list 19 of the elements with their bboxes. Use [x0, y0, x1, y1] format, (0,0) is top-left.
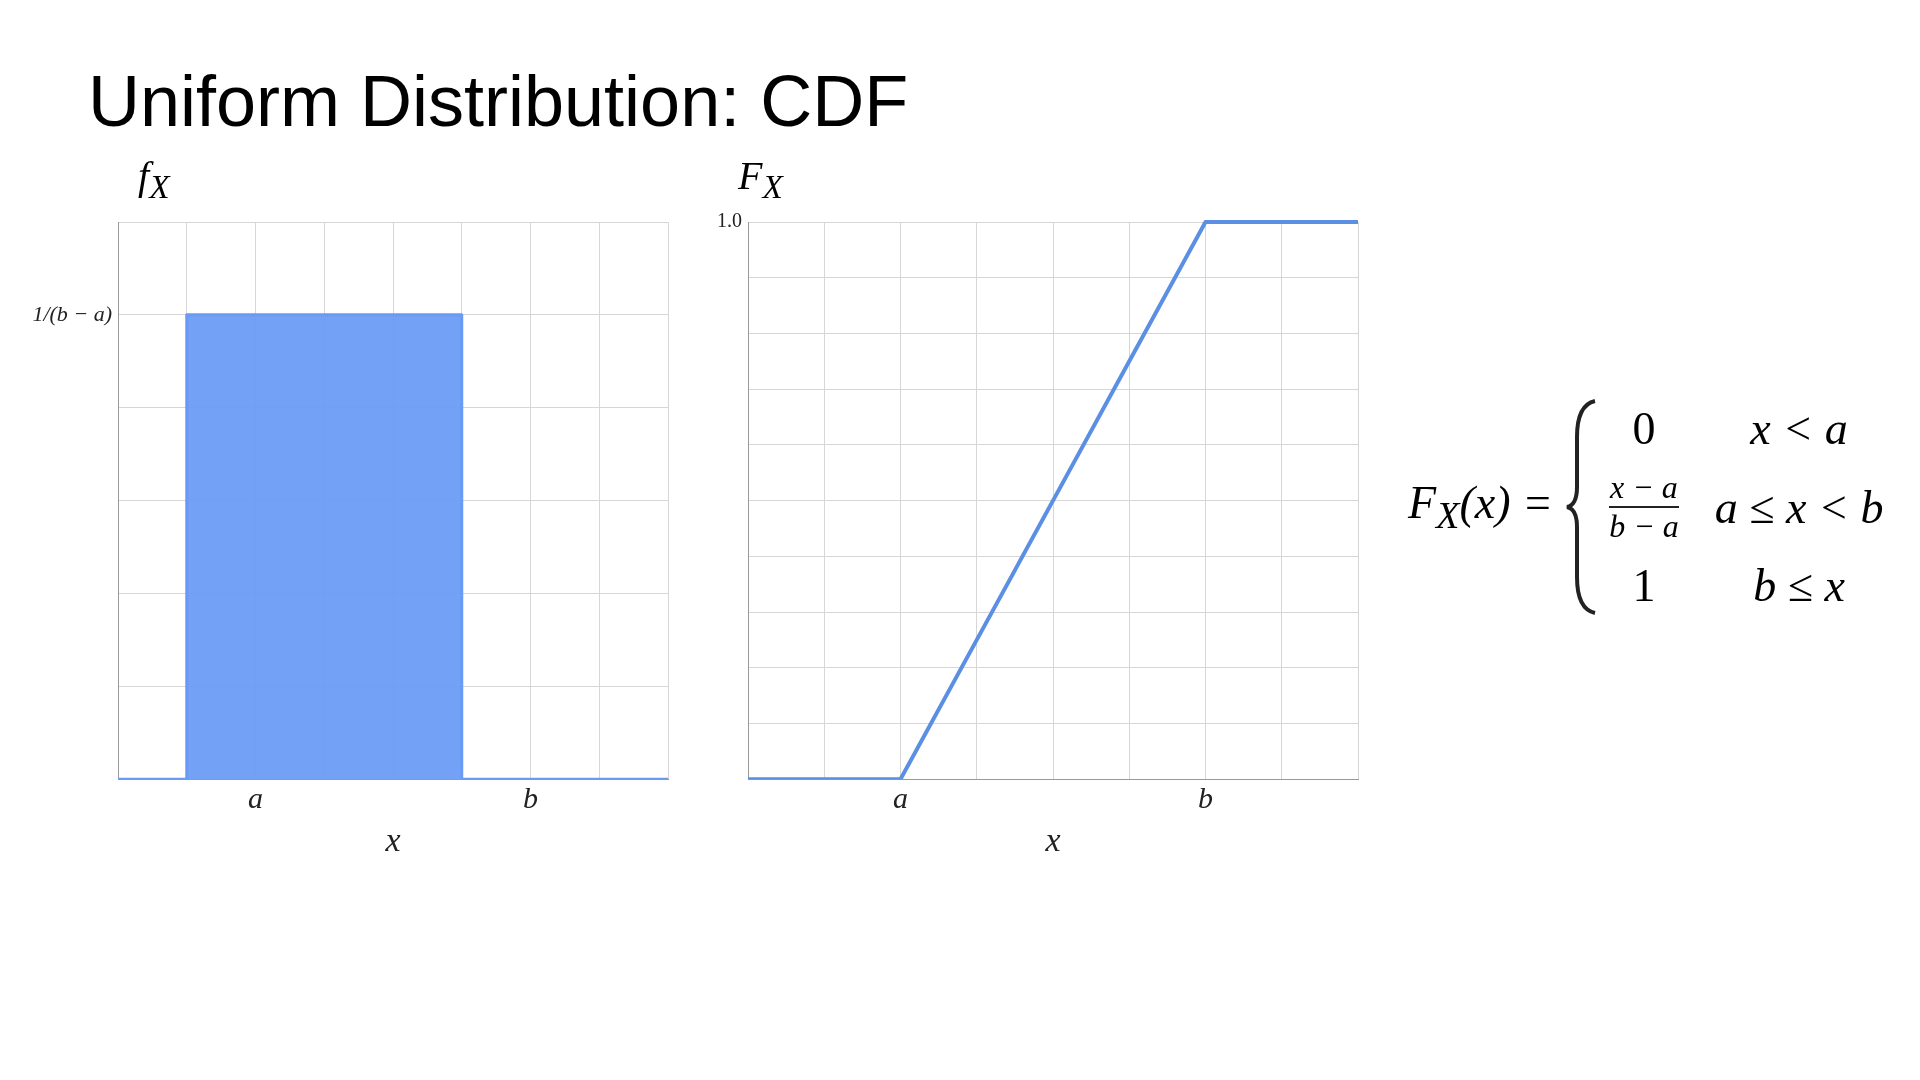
- text: x − a: [1609, 469, 1679, 508]
- y-axis-title: F$_{X}$: [738, 152, 785, 205]
- text: x < a: [1748, 402, 1849, 455]
- text: 1: [1631, 559, 1657, 612]
- x-tick-label: b: [523, 781, 538, 815]
- x-axis-title: x: [384, 820, 401, 858]
- y-axis-title: f$_{X}$: [138, 152, 172, 205]
- text: a ≤ x < b: [1714, 480, 1884, 534]
- chart-title: Uniform Distribution: CDF: [88, 60, 910, 142]
- text: b − a: [1609, 508, 1679, 545]
- text: 1/(b − a): [32, 300, 112, 326]
- x-tick-label: a: [893, 781, 908, 815]
- x-tick-label: a: [248, 781, 263, 815]
- text: 1.0: [717, 209, 742, 232]
- text: b ≤ x: [1752, 559, 1846, 612]
- x-tick-label: b: [1198, 781, 1213, 815]
- x-axis-title: x: [1044, 820, 1061, 858]
- text: 0: [1631, 402, 1657, 455]
- text: F$_{X}$(x) =: [1408, 476, 1554, 538]
